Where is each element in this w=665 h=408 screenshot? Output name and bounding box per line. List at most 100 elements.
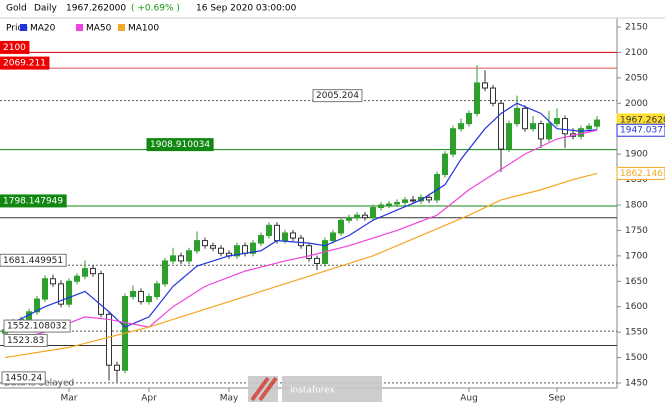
- candle-body: [578, 128, 584, 137]
- logo-text-bg: [282, 376, 382, 402]
- candle-body: [170, 255, 176, 262]
- legend-swatch: [20, 24, 27, 31]
- candle-body: [154, 283, 160, 298]
- level-label: 1523.83: [7, 336, 44, 346]
- candle-body: [42, 278, 48, 300]
- candle-body: [522, 107, 528, 130]
- level-label-box: [146, 138, 214, 152]
- candle-body: [418, 196, 424, 202]
- candle-body: [402, 199, 408, 203]
- candle-body: [138, 290, 144, 303]
- candle-body: [514, 107, 520, 125]
- overlay: Gold Daily 1967.262000 ( +0.69% ) 16 Sep…: [0, 4, 382, 402]
- y-tick-label: 1900: [625, 150, 648, 160]
- candle-body: [362, 214, 368, 219]
- candle-body: [130, 290, 136, 298]
- candle-body: [218, 247, 224, 254]
- candle-body: [50, 278, 56, 285]
- y-tick-label: 1800: [625, 201, 648, 211]
- level-label-box: [0, 194, 67, 208]
- candle-body: [378, 204, 384, 209]
- logo-stripe: [250, 376, 270, 402]
- legend-label: MA100: [128, 24, 159, 34]
- candle-body: [106, 313, 112, 366]
- candle-body: [442, 153, 448, 175]
- legend-swatch: [76, 24, 83, 31]
- legend-label: MA50: [86, 24, 112, 34]
- y-tick-label: 1650: [625, 277, 648, 287]
- change: ( +0.69% ): [131, 4, 180, 14]
- candle-body: [562, 118, 568, 135]
- level-label-box: [3, 333, 48, 347]
- candle-body: [58, 283, 64, 305]
- candle-body: [98, 273, 104, 315]
- ma-line: [4, 129, 598, 343]
- timeframe: Daily: [34, 4, 57, 14]
- price-tag-label: 1947.03775: [620, 126, 665, 136]
- candle-body: [66, 280, 72, 305]
- candle-body: [538, 123, 544, 140]
- level-label-box: [3, 319, 71, 333]
- x-tick-label: Aug: [460, 394, 478, 404]
- candle-body: [274, 224, 280, 242]
- candle-body: [490, 87, 496, 104]
- candle-body: [546, 123, 552, 140]
- candle-body: [146, 296, 152, 303]
- candle-body: [90, 268, 96, 275]
- candle-body: [498, 102, 504, 150]
- candle-body: [306, 245, 312, 259]
- candle-body: [426, 196, 432, 201]
- symbol: Gold: [6, 4, 27, 14]
- x-tick-label: Mar: [61, 394, 78, 404]
- x-tick-label: Apr: [141, 394, 157, 404]
- candle-body: [250, 242, 256, 254]
- candle-body: [474, 82, 480, 114]
- candle-body: [82, 268, 88, 277]
- candle-body: [354, 214, 360, 219]
- y-tick-label: 2050: [625, 73, 648, 83]
- y-tick-label: 1450: [625, 379, 648, 389]
- candle-body: [370, 207, 376, 219]
- legend-price: Price: [6, 24, 28, 34]
- candle-body: [330, 232, 336, 242]
- candle-body: [554, 118, 560, 125]
- candle-body: [466, 112, 472, 125]
- level-label: 1681.449951: [3, 256, 63, 266]
- level-label-box: [1, 371, 46, 385]
- x-tick-label: Sep: [549, 394, 566, 404]
- level-label: 1450.24: [5, 373, 42, 383]
- x-tick-label: May: [220, 394, 239, 404]
- level-label: 1552.108032: [7, 322, 67, 332]
- candle-body: [346, 217, 352, 221]
- ma-line: [4, 102, 598, 328]
- candle-body: [282, 232, 288, 242]
- level-label: 2100: [3, 43, 26, 53]
- candle-body: [434, 173, 440, 201]
- ma-line: [4, 172, 598, 359]
- price-tag-label: 1967.26200: [620, 115, 665, 125]
- level-label-box: [0, 40, 30, 54]
- candle-body: [450, 128, 456, 155]
- candle-body: [162, 260, 168, 285]
- y-tick-label: 1550: [625, 328, 648, 338]
- level-label: 2069.211: [3, 59, 46, 69]
- price-tag-box: [616, 166, 665, 180]
- candle-body: [194, 240, 200, 252]
- candle-body: [530, 123, 536, 130]
- y-tick-label: 2000: [625, 99, 648, 109]
- candle-body: [338, 219, 344, 234]
- candle-body: [290, 232, 296, 239]
- candle-body: [266, 224, 272, 237]
- candle-body: [482, 82, 488, 89]
- candle-body: [242, 245, 248, 254]
- y-tick-label: 2150: [625, 23, 648, 33]
- legend-swatch: [118, 24, 125, 31]
- candle-body: [178, 255, 184, 262]
- y-tick-label: 1600: [625, 302, 648, 312]
- candle-body: [234, 245, 240, 257]
- candle-body: [386, 203, 392, 206]
- price: 1967.262000: [66, 4, 126, 14]
- candle-body: [186, 250, 192, 262]
